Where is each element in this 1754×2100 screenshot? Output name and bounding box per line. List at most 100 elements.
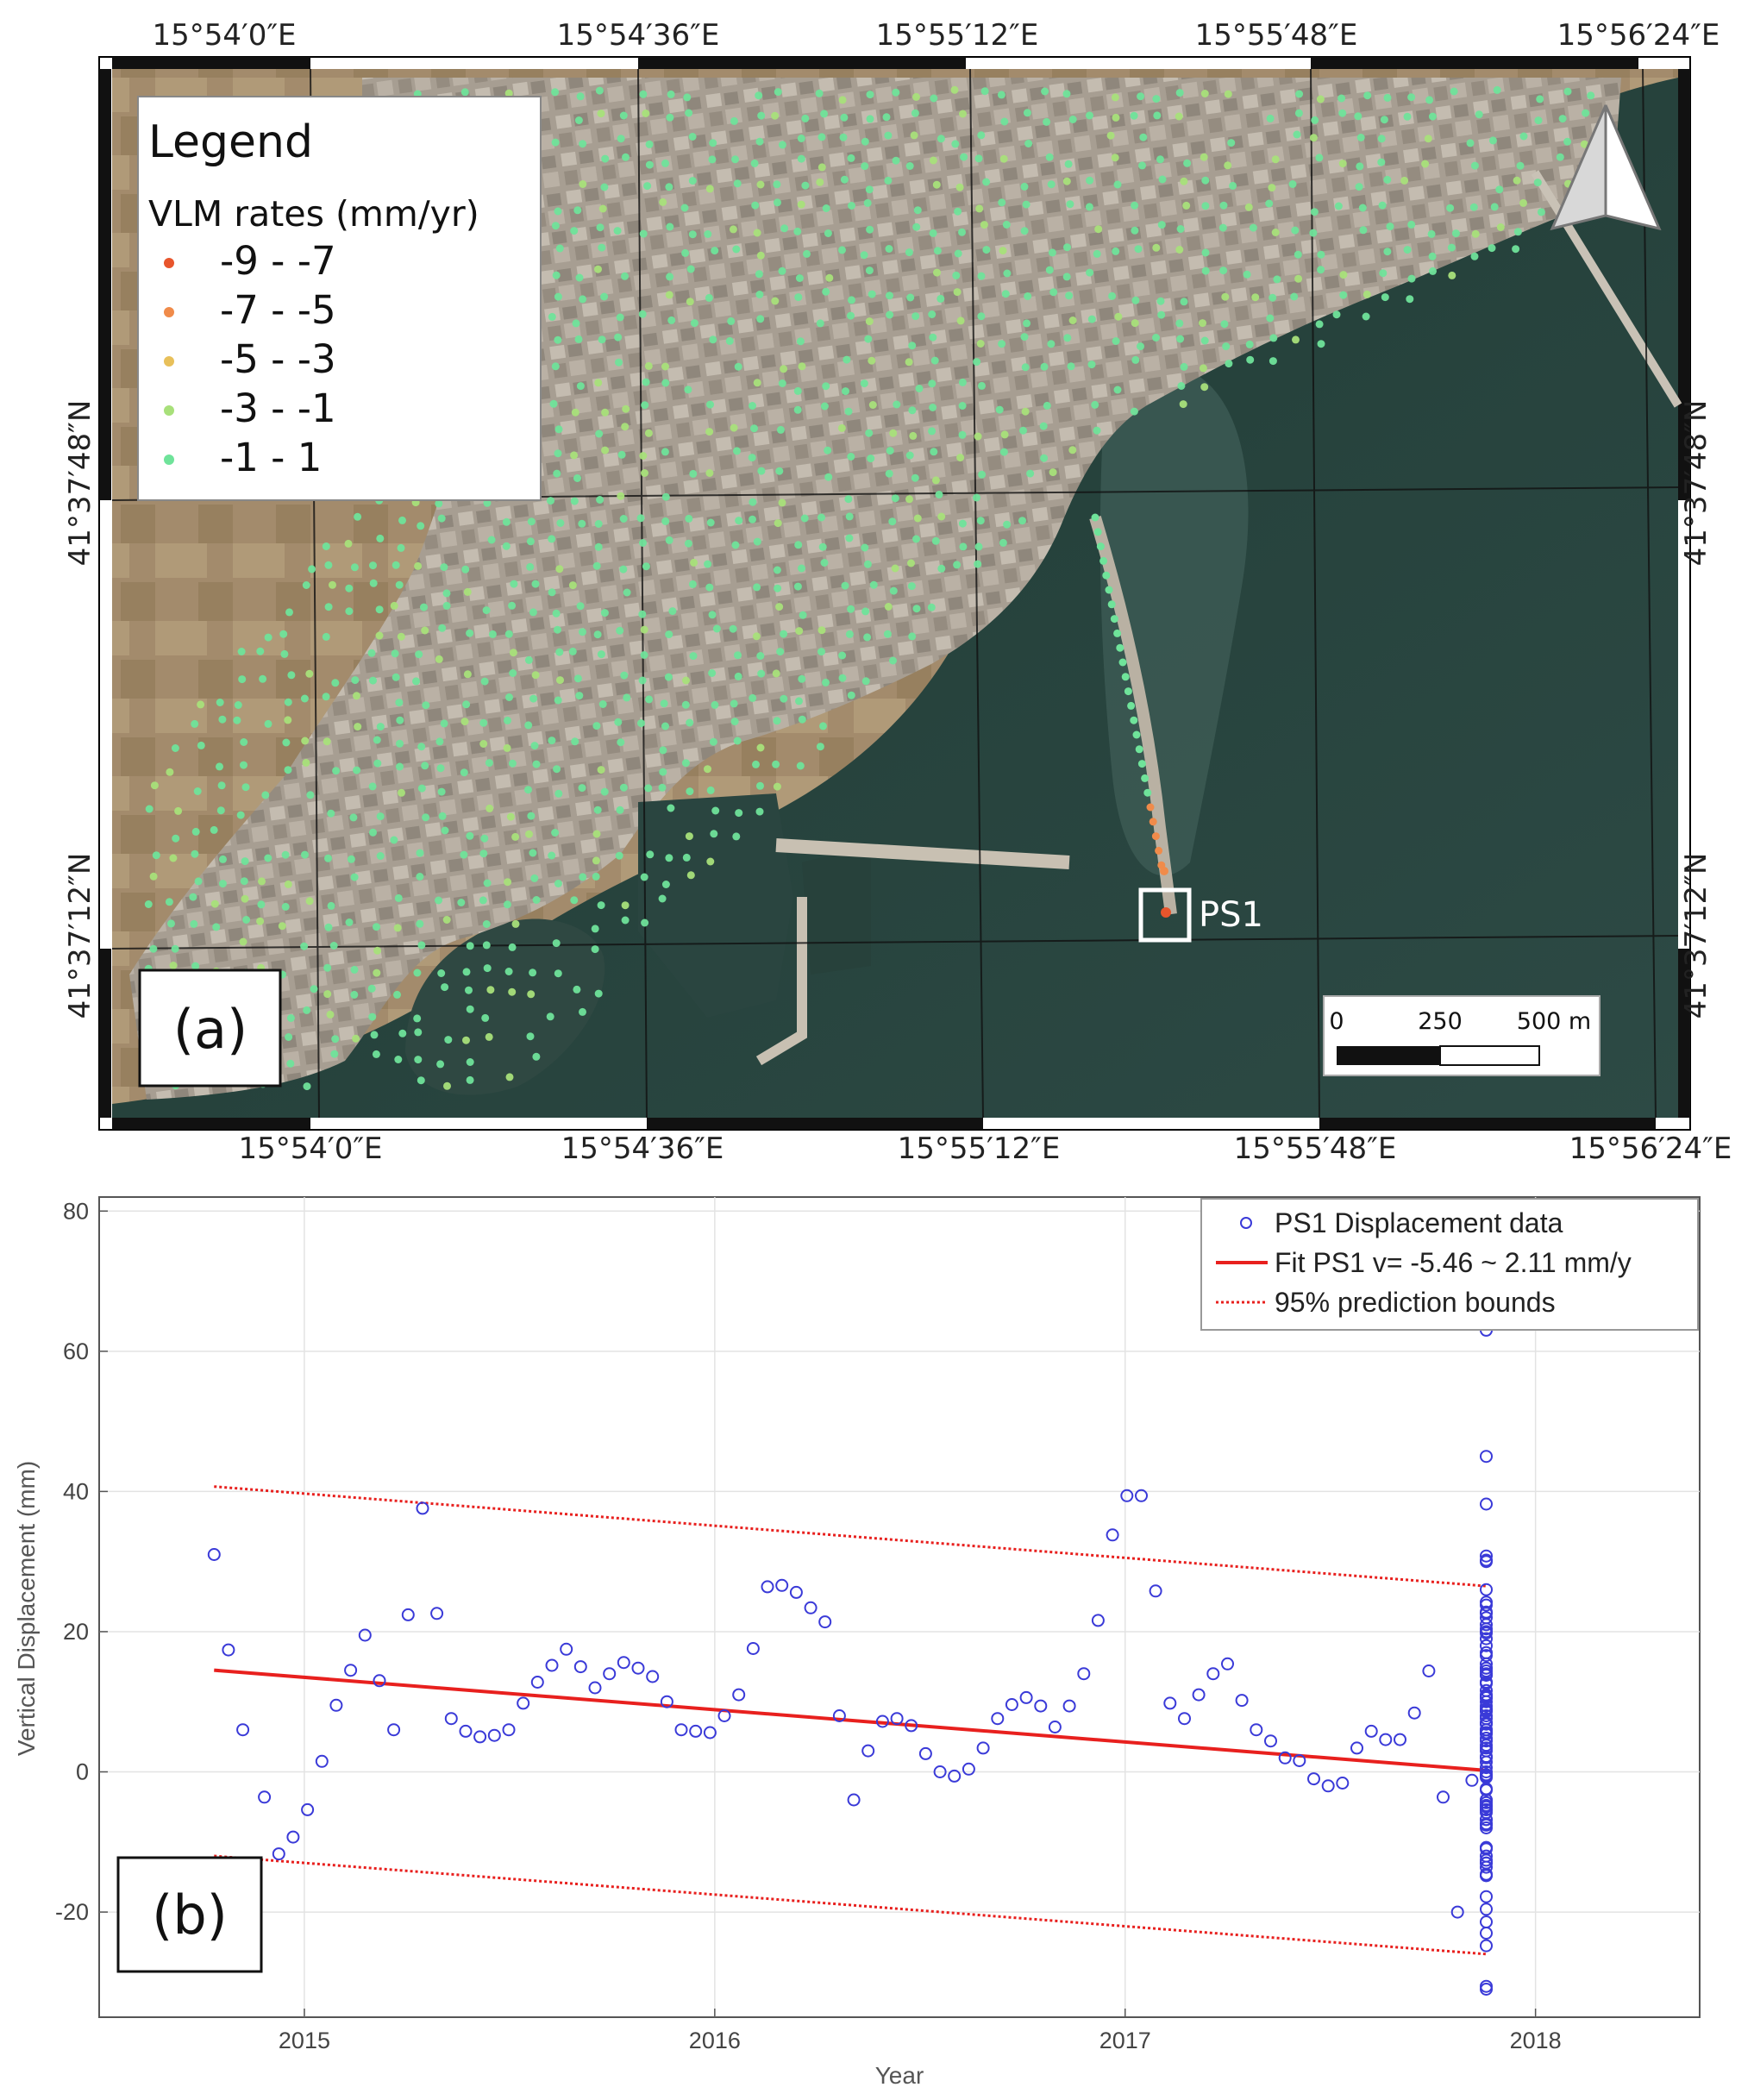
- data-point: [1048, 1721, 1062, 1733]
- data-point: [1321, 1779, 1335, 1793]
- y-axis-label: Vertical Displacement (mm): [13, 1461, 40, 1756]
- data-point: [1422, 1664, 1436, 1677]
- data-point: [603, 1667, 617, 1681]
- data-point: [1480, 1716, 1493, 1730]
- data-point: [502, 1723, 516, 1737]
- data-point: [674, 1723, 688, 1737]
- data-point: [1480, 1625, 1493, 1639]
- top-longitude-labels: 15°54′0″E 15°54′36″E 15°55′12″E 15°55′48…: [152, 18, 1720, 53]
- north-arrow-icon: [1550, 104, 1662, 231]
- data-point: [1135, 1489, 1148, 1502]
- data-point: [1480, 1688, 1493, 1702]
- legend-label-data: PS1 Displacement data: [1275, 1207, 1563, 1238]
- y-tick-label: 40: [63, 1478, 89, 1504]
- y-tick-label: 20: [63, 1619, 89, 1645]
- legend-swatch: [164, 356, 174, 367]
- data-point: [286, 1830, 300, 1844]
- data-point: [1120, 1489, 1134, 1502]
- data-point: [617, 1656, 630, 1670]
- data-point: [1480, 1657, 1493, 1671]
- data-point: [1480, 1676, 1493, 1689]
- data-point: [401, 1608, 415, 1621]
- data-point: [976, 1741, 990, 1755]
- data-point: [1480, 1821, 1493, 1834]
- data-point: [1480, 1695, 1493, 1708]
- legend-item-label: -3 - -1: [220, 386, 336, 431]
- data-point: [1480, 1611, 1493, 1625]
- data-point: [1480, 1856, 1493, 1870]
- y-tick-label: 60: [63, 1338, 89, 1364]
- legend-swatch: [164, 307, 174, 317]
- data-point: [444, 1712, 458, 1726]
- data-point: [487, 1728, 501, 1742]
- data-point: [775, 1578, 789, 1592]
- data-point: [1394, 1733, 1406, 1746]
- legend-items: -9 - -7-7 - -5-5 - -3-3 - -1-1 - 1: [164, 238, 336, 480]
- data-point: [517, 1696, 530, 1710]
- map-legend: Legend VLM rates (mm/yr) -9 - -7-7 - -5-…: [137, 96, 542, 501]
- axis-ticks: 2015 2016 2017 2018 -20 0 20 40 60 80: [55, 1198, 1562, 2053]
- bottom-longitude-label: 15°55′12″E: [898, 1131, 1061, 1166]
- data-point: [315, 1754, 329, 1768]
- data-point: [1480, 1661, 1493, 1675]
- x-axis-label: Year: [875, 2062, 924, 2089]
- y-tick-label: 80: [63, 1198, 89, 1224]
- ps1-label: PS1: [1199, 895, 1263, 935]
- legend-label-bounds: 95% prediction bounds: [1275, 1287, 1556, 1318]
- legend-title: Legend: [148, 116, 313, 168]
- panel-label-b: (b): [116, 1856, 263, 1973]
- panel-label-a: (a): [138, 969, 282, 1088]
- data-point: [1480, 1849, 1493, 1863]
- data-point: [329, 1698, 343, 1712]
- data-point: [789, 1585, 803, 1599]
- x-tick-label: 2016: [689, 2028, 741, 2053]
- ps1-marker[interactable]: PS1: [1138, 867, 1263, 943]
- left-latitude-label: 41°37′12″N: [63, 853, 97, 1019]
- data-point: [387, 1723, 401, 1737]
- data-point: [832, 1709, 846, 1722]
- data-point: [1480, 1450, 1493, 1464]
- data-point: [1480, 1915, 1493, 1928]
- data-point: [222, 1643, 235, 1657]
- data-point: [1206, 1667, 1220, 1681]
- data-point: [473, 1730, 487, 1744]
- data-point: [875, 1714, 889, 1728]
- data-point: [1106, 1528, 1119, 1542]
- data-point: [1480, 1553, 1493, 1567]
- scale-label-500: 500 m: [1517, 1008, 1591, 1035]
- data-point: [991, 1712, 1005, 1726]
- bottom-longitude-label: 15°56′24″E: [1569, 1131, 1732, 1166]
- plot-area: [98, 1196, 1701, 2018]
- fit-line: [214, 1668, 1487, 1772]
- data-point: [545, 1658, 559, 1672]
- x-tick-label: 2015: [279, 2028, 330, 2053]
- data-point: [301, 1802, 315, 1816]
- y-tick-label: 0: [76, 1759, 89, 1785]
- data-point: [1480, 1709, 1493, 1722]
- legend-marker-data: [1240, 1217, 1252, 1229]
- legend-item-label: -9 - -7: [220, 238, 336, 284]
- data-point: [1034, 1699, 1048, 1713]
- displacement-chart: 2015 2016 2017 2018 -20 0 20 40 60 80 PS1 Displac…: [13, 1196, 1701, 2089]
- right-latitude-label: 41°37′12″N: [1679, 853, 1713, 1019]
- data-point: [818, 1615, 832, 1629]
- data-point: [1450, 1905, 1464, 1919]
- data-point: [1178, 1712, 1191, 1726]
- left-latitude-labels: 41°37′48″N 41°37′12″N: [63, 400, 97, 1019]
- data-point: [1480, 1639, 1493, 1652]
- data-point: [1480, 1632, 1493, 1646]
- left-latitude-label: 41°37′48″N: [63, 400, 97, 567]
- data-point: [761, 1580, 774, 1594]
- data-point: [1336, 1777, 1350, 1790]
- data-point: [1364, 1724, 1378, 1738]
- top-longitude-label: 15°55′12″E: [876, 18, 1039, 53]
- scale-bar: 0 250 500 m: [1323, 995, 1601, 1076]
- data-point: [1278, 1751, 1292, 1765]
- bottom-longitude-label: 15°55′48″E: [1234, 1131, 1397, 1166]
- data-point: [1480, 1618, 1493, 1632]
- data-point: [258, 1790, 272, 1804]
- data-point: [732, 1688, 746, 1702]
- data-point: [861, 1744, 875, 1758]
- data-point: [1480, 1583, 1493, 1596]
- data-point: [373, 1674, 386, 1688]
